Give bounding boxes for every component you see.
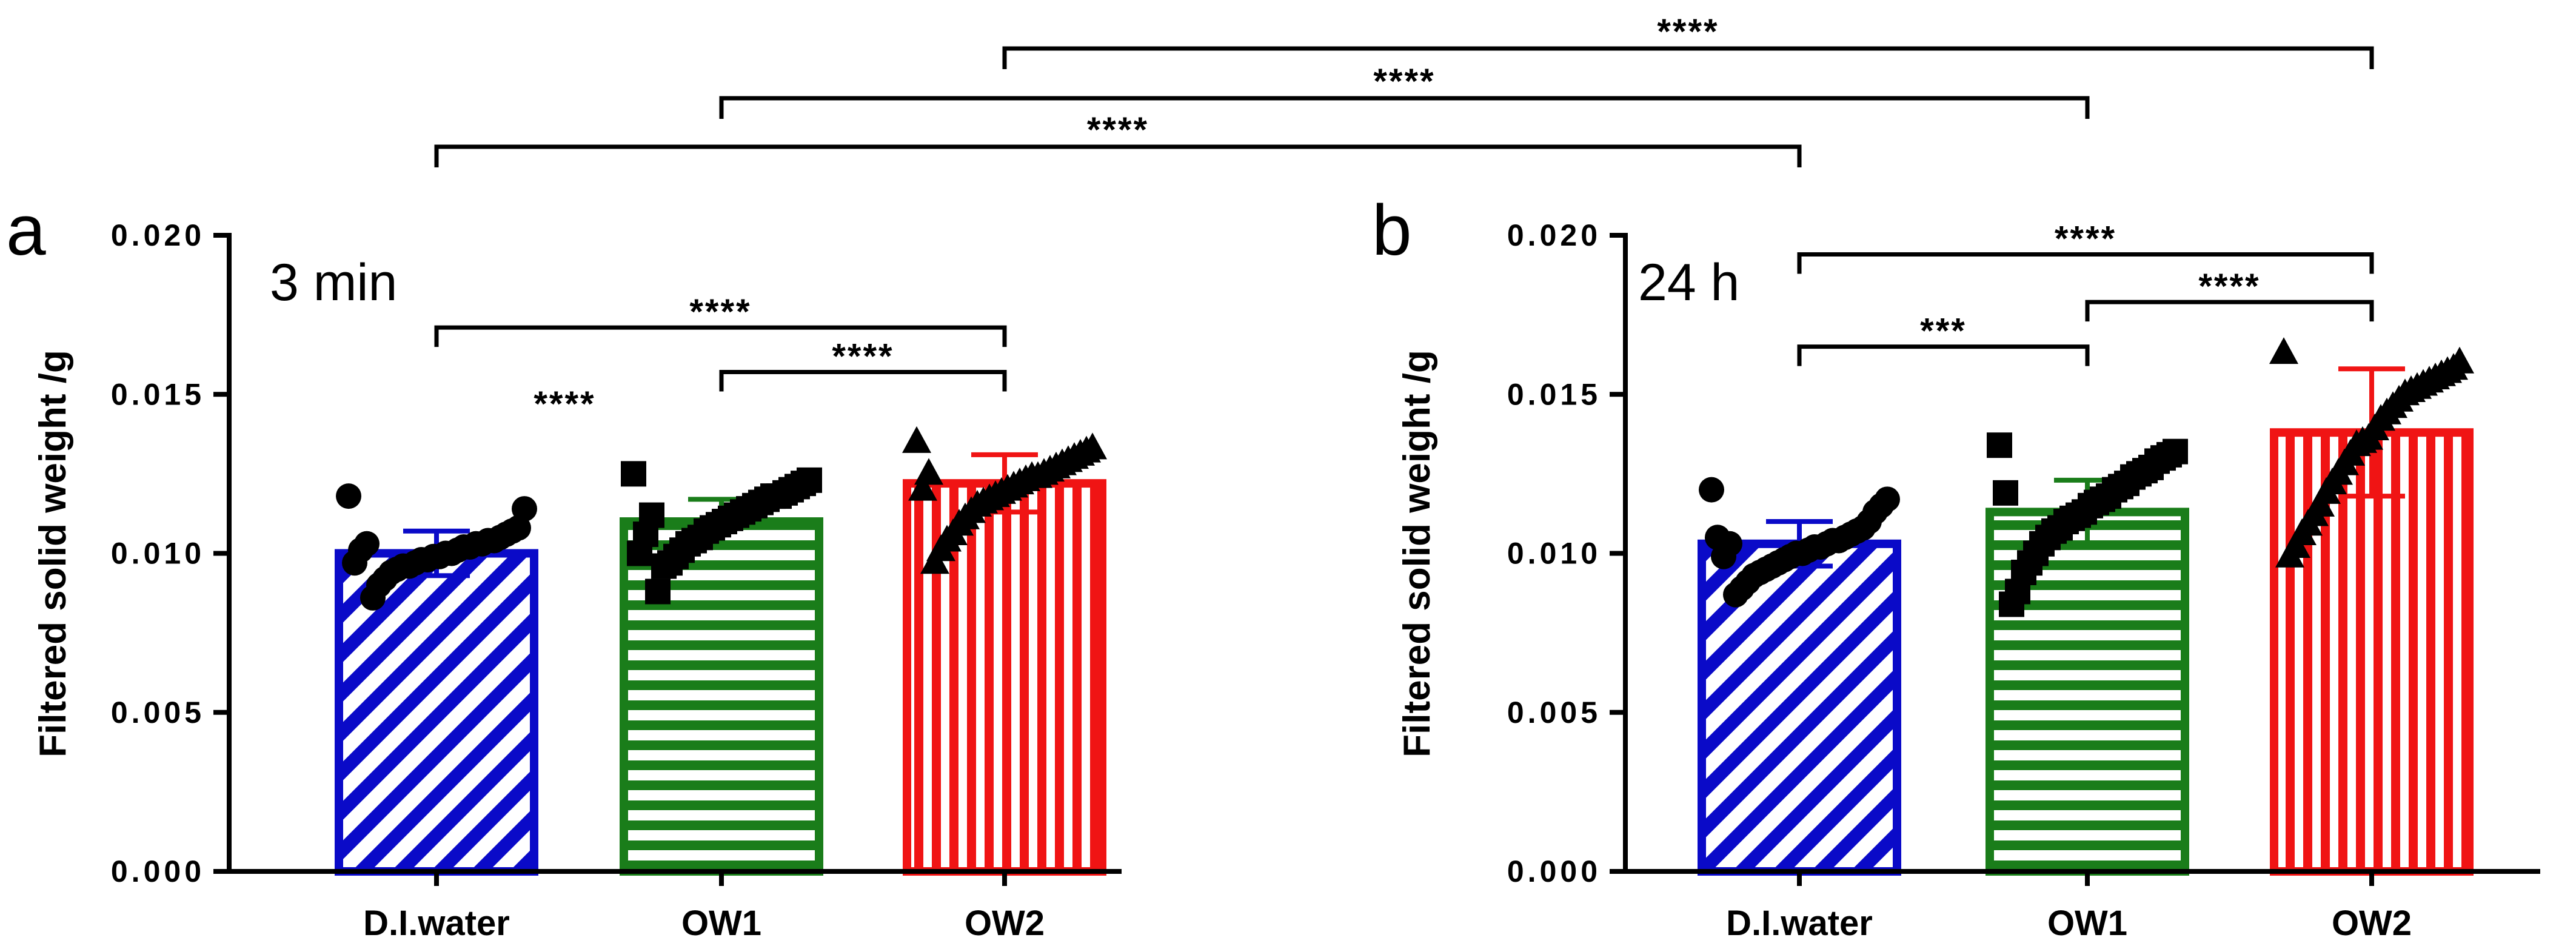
y-tick-label: 0.015 <box>1507 377 1601 411</box>
significance-stars: **** <box>832 337 894 377</box>
y-tick-label: 0.005 <box>1507 696 1601 730</box>
data-point <box>1705 525 1730 551</box>
x-category-label: OW1 <box>681 904 761 943</box>
cross-panel-brackets: **** **** **** <box>434 12 2374 167</box>
significance-bracket <box>719 370 1007 392</box>
cross-panel-stars: **** <box>1373 62 1435 101</box>
y-axis-label: Filtered solid weight /g <box>32 350 74 757</box>
y-tick-label: 0.020 <box>1507 218 1601 252</box>
data-point <box>908 474 937 501</box>
data-point <box>645 579 671 605</box>
x-category-label: OW1 <box>2047 904 2127 943</box>
cross-panel-stars: **** <box>1087 110 1149 150</box>
significance-bracket <box>1797 344 2090 366</box>
time-label: 24 h <box>1638 253 1739 312</box>
cross-panel-bracket <box>1002 46 2374 69</box>
y-tick-label: 0.005 <box>111 696 205 730</box>
data-point <box>651 553 677 579</box>
data-point <box>2275 540 2304 568</box>
panel-b: b 24 h Filtered solid weight /g 0.000 0.005 0… <box>1372 190 2540 943</box>
y-tick-label: 0.010 <box>1507 537 1601 571</box>
x-category-label: OW2 <box>965 904 1045 943</box>
data-point <box>627 540 652 566</box>
data-point <box>914 458 943 485</box>
y-tick-label: 0.000 <box>111 854 205 888</box>
cross-panel-stars: **** <box>1657 12 1719 52</box>
significance-bracket <box>2085 300 2374 322</box>
data-point <box>342 550 367 576</box>
data-point <box>1699 477 1724 503</box>
time-label: 3 min <box>270 253 397 312</box>
data-point <box>1999 591 2024 617</box>
significance-stars: **** <box>2198 267 2260 306</box>
data-point <box>621 461 646 487</box>
significance-bracket <box>1797 252 2374 274</box>
panel-letter: a <box>6 190 46 270</box>
y-axis-label: Filtered solid weight /g <box>1396 350 1438 757</box>
x-category-label: D.I.water <box>363 904 510 943</box>
panel-a: a 3 min Filtered solid weight /g 0.000 0.005… <box>6 190 1122 943</box>
x-category-label: D.I.water <box>1726 904 1873 943</box>
significance-bracket <box>434 325 1007 347</box>
significance-annotation: **** <box>534 384 595 424</box>
panel-letter: b <box>1372 190 1412 270</box>
y-tick-label: 0.010 <box>111 537 205 571</box>
y-tick-label: 0.020 <box>111 218 205 252</box>
data-point <box>1987 432 2012 458</box>
cross-panel-bracket <box>434 144 1802 167</box>
data-point <box>1993 480 2018 506</box>
data-point <box>902 426 931 453</box>
significance-stars: **** <box>689 292 751 332</box>
x-category-label: OW2 <box>2332 904 2412 943</box>
data-point <box>336 483 361 509</box>
bar-ow2 <box>903 479 1106 876</box>
data-point <box>2269 337 2298 364</box>
significance-stars: **** <box>2055 219 2116 258</box>
cross-panel-bracket <box>719 96 2090 119</box>
y-tick-label: 0.015 <box>111 377 205 411</box>
significance-stars: *** <box>1920 312 1967 351</box>
y-tick-label: 0.000 <box>1507 854 1601 888</box>
data-point <box>360 585 386 611</box>
data-point <box>920 547 949 574</box>
data-point <box>1723 582 1748 608</box>
